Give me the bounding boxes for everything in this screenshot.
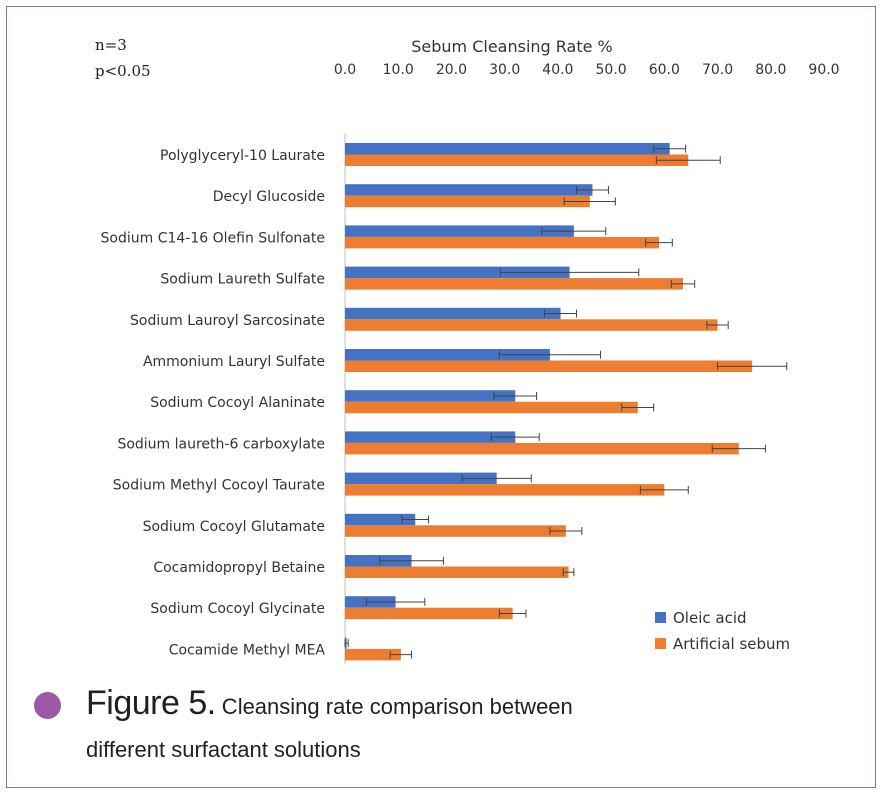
bar-artificial-sebum [345,319,718,331]
legend-label-oleic-acid: Oleic acid [673,609,747,627]
category-label: Sodium Cocoyl Glycinate [150,601,325,617]
category-label: Sodium Cocoyl Alaninate [150,395,325,411]
category-label: Sodium Methyl Cocoyl Taurate [113,478,325,494]
significance-note: p<0.05 [95,62,151,80]
category-label: Sodium Cocoyl Glutamate [143,519,325,535]
bar-oleic-acid [345,513,416,526]
bar-oleic-acid [345,143,670,155]
x-tick-label: 60.0 [649,62,680,78]
bar-oleic-acid [345,349,550,361]
legend-swatch-oleic-acid [655,612,666,623]
bar-artificial-sebum [345,278,683,290]
category-label: Sodium Lauroyl Sarcosinate [130,313,325,329]
bar-artificial-sebum [345,484,665,496]
bar-artificial-sebum [345,360,753,372]
bar-artificial-sebum [345,607,513,620]
bar-oleic-acid [345,431,516,443]
bar-artificial-sebum [345,401,638,414]
bar-oleic-acid [345,225,574,237]
figure-caption-line2: different surfactant solutions [86,737,361,762]
category-label: Sodium Laureth Sulfate [160,272,325,288]
bar-artificial-sebum [345,566,569,578]
x-tick-label: 80.0 [755,62,786,78]
bar-oleic-acid [345,184,593,196]
caption-bullet-icon [34,692,61,719]
x-tick-label: 90.0 [808,62,839,78]
bar-artificial-sebum [345,236,660,249]
sample-size-note: n=3 [95,36,127,54]
x-tick-label: 50.0 [596,62,627,78]
bar-artificial-sebum [345,648,401,661]
bar-oleic-acid [345,266,570,279]
figure-caption-line1: Figure 5. Cleansing rate comparison betw… [86,684,573,723]
category-label: Sodium laureth-6 carboxylate [117,436,325,452]
x-tick-label: 70.0 [702,62,733,78]
figure-caption-text1: Cleansing rate comparison between [215,694,573,719]
figure-label: Figure 5. [86,684,216,722]
category-label: Cocamide Methyl MEA [169,642,326,658]
category-label: Sodium C14-16 Olefin Sulfonate [101,230,325,246]
bar-oleic-acid [345,472,497,485]
figure-frame [6,6,876,788]
bar-oleic-acid [345,390,516,402]
category-label: Ammonium Lauryl Sulfate [143,354,325,370]
bar-artificial-sebum [345,195,590,208]
legend-label-artificial-sebum: Artificial sebum [673,635,790,653]
category-label: Decyl Glucoside [213,189,325,205]
bar-artificial-sebum [345,154,689,166]
bar-chart: Sebum Cleansing Rate % 0.0 10.0 20.0 30.0 40.… [101,37,840,664]
x-tick-label: 0.0 [334,62,356,78]
x-tick-label: 20.0 [436,62,467,78]
bar-oleic-acid [345,555,412,567]
x-tick-label: 30.0 [489,62,520,78]
category-label: Polyglyceryl-10 Laurate [160,148,325,164]
x-tick-label: 10.0 [383,62,414,78]
bar-artificial-sebum [345,442,739,455]
category-label: Cocamidopropyl Betaine [153,560,325,576]
legend-swatch-artificial-sebum [655,638,666,649]
chart-title: Sebum Cleansing Rate % [411,37,613,56]
x-tick-label: 40.0 [542,62,573,78]
bar-oleic-acid [345,307,561,320]
bar-artificial-sebum [345,525,566,537]
